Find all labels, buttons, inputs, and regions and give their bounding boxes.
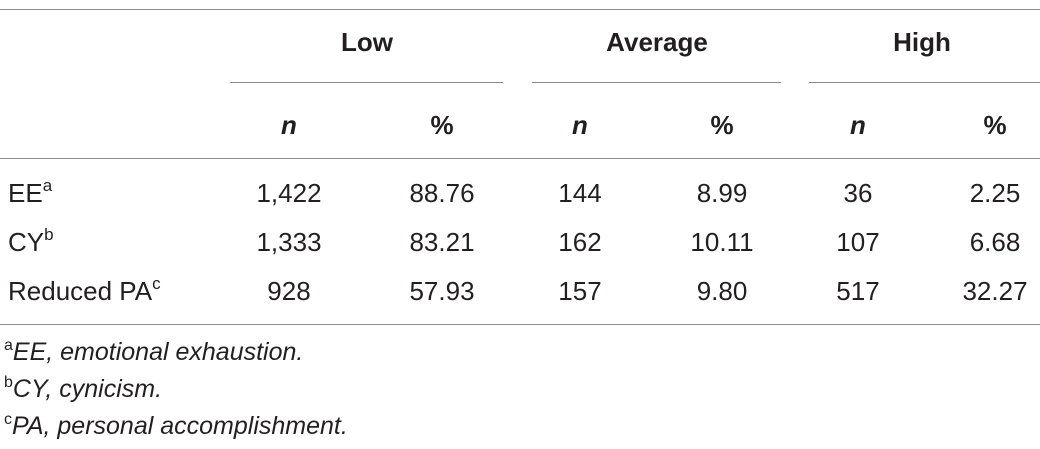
subheader-average-n: n (572, 110, 588, 140)
footnote-cy: bCY, cynicism. (4, 374, 163, 404)
subheader-average-pct: % (710, 110, 734, 140)
subheader-high-n: n (850, 110, 866, 140)
group-header-high: High (893, 27, 951, 57)
cell-cy-low-n: 1,333 (256, 227, 322, 257)
header-rule (0, 158, 1040, 159)
row-label-ee: EEa (8, 176, 53, 208)
cell-pa-low-n: 928 (267, 276, 311, 306)
group-rule-high (809, 82, 1040, 83)
subheader-low-n: n (281, 110, 297, 140)
group-header-low: Low (341, 27, 393, 57)
cell-cy-low-pct: 83.21 (409, 227, 475, 257)
group-rule-average (532, 82, 781, 83)
footnote-ee: aEE, emotional exhaustion. (4, 337, 304, 367)
cell-ee-high-pct: 2.25 (969, 178, 1021, 208)
top-rule (0, 9, 1040, 10)
cell-cy-average-pct: 10.11 (690, 227, 754, 257)
cell-ee-low-n: 1,422 (256, 178, 322, 208)
cell-cy-high-pct: 6.68 (969, 227, 1021, 257)
cell-pa-high-pct: 32.27 (962, 276, 1028, 306)
cell-ee-average-pct: 8.99 (696, 178, 748, 208)
subheader-low-pct: % (430, 110, 454, 140)
cell-cy-average-n: 162 (558, 227, 602, 257)
group-header-average: Average (606, 27, 708, 57)
bottom-rule (0, 324, 1040, 325)
cell-pa-high-n: 517 (836, 276, 880, 306)
row-label-cy: CYb (8, 225, 54, 257)
subheader-high-pct: % (983, 110, 1007, 140)
cell-pa-average-pct: 9.80 (696, 276, 748, 306)
cell-pa-low-pct: 57.93 (409, 276, 475, 306)
cell-cy-high-n: 107 (836, 227, 880, 257)
cell-ee-low-pct: 88.76 (409, 178, 475, 208)
group-rule-low (230, 82, 503, 83)
footnote-pa: cPA, personal accomplishment. (4, 411, 348, 441)
cell-ee-high-n: 36 (843, 178, 873, 208)
row-label-reduced-pa: Reduced PAc (8, 274, 161, 306)
cell-pa-average-n: 157 (558, 276, 602, 306)
cell-ee-average-n: 144 (558, 178, 602, 208)
